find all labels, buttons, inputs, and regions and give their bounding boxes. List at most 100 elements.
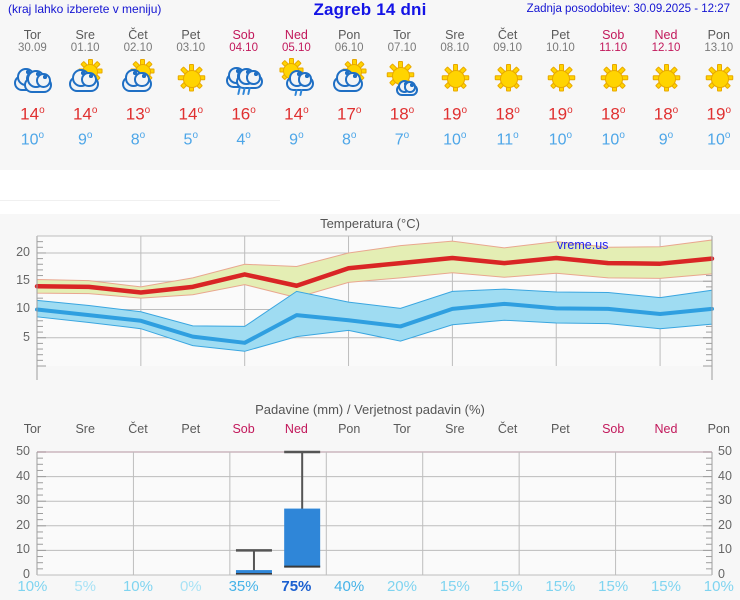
day-column[interactable]: Sre 08.10 19o 10o (428, 22, 481, 150)
temp-min: 11o (496, 129, 519, 148)
temp-y-tick: 20 (16, 244, 30, 259)
temp-max: 18o (389, 104, 415, 124)
temp-min: 10o (548, 129, 573, 148)
precip-probability: 0% (179, 578, 202, 595)
sunny-icon (640, 58, 693, 98)
precip-day-label: Tor (393, 422, 411, 436)
precip-probability: 15% (598, 578, 629, 595)
day-of-week: Tor (23, 28, 42, 42)
day-column[interactable]: Tor 07.10 18o 7o (376, 22, 429, 150)
temperature-chart-title: Temperatura (°C) (320, 216, 420, 231)
watermark: vreme.us (557, 238, 609, 252)
sunny-icon (534, 58, 587, 98)
top-bar: (kraj lahko izberete v meniju) Zagreb 14… (0, 0, 740, 22)
day-column[interactable]: Čet 09.10 18o 11o (481, 22, 534, 150)
day-column[interactable]: Pet 10.10 19o 10o (534, 22, 587, 150)
temp-max: 14o (178, 104, 204, 124)
day-column[interactable]: Pet 03.10 14o 5o (164, 22, 217, 150)
precipitation-plot (36, 450, 713, 576)
sun-rain-icon (270, 57, 323, 98)
temperature-chart: Temperatura (°C) 5 10 15 20 (0, 214, 740, 394)
precipitation-chart: Padavine (mm) / Verjetnost padavin (%) T… (0, 400, 740, 600)
cloudy-icon (6, 58, 59, 98)
day-column[interactable]: Tor 30.09 14o 10o (6, 22, 59, 150)
day-of-week: Pon (338, 28, 361, 42)
temp-min: 9o (658, 129, 674, 148)
day-date: 08.10 (440, 42, 470, 54)
sunny-icon (692, 58, 740, 98)
day-of-week: Čet (128, 28, 148, 42)
temp-max: 13o (125, 104, 151, 124)
day-column[interactable]: Čet 02.10 13o 8o (112, 22, 165, 150)
temp-min: 5o (183, 129, 199, 148)
day-date: 01.10 (70, 42, 100, 54)
day-of-week: Ned (284, 28, 308, 42)
precip-day-label: Čet (497, 422, 518, 436)
precip-probability: 35% (228, 578, 259, 595)
section-divider (0, 170, 740, 214)
precip-day-label: Ned (654, 422, 678, 436)
day-column[interactable]: Sre 01.10 14o 9o (59, 22, 112, 150)
precip-y-tick-right: 0 (718, 567, 725, 581)
temp-max: 14o (284, 104, 309, 124)
rain-shower-icon (217, 58, 270, 98)
page-title: Zagreb 14 dni (313, 0, 427, 19)
day-of-week: Sre (445, 28, 465, 42)
day-column[interactable]: Pon 13.10 19o 10o (692, 22, 740, 150)
temp-max: 19o (442, 104, 468, 124)
precip-y-tick-left: 30 (16, 493, 30, 508)
day-column[interactable]: Sob 11.10 18o 10o (587, 22, 640, 150)
day-date: 05.10 (282, 42, 311, 54)
temp-min: 8o (130, 129, 146, 148)
day-date: 12.10 (651, 42, 681, 54)
precip-probability: 10% (17, 578, 48, 595)
precip-day-label: Sob (232, 422, 255, 436)
day-column[interactable]: Ned 05.10 14o 9o (270, 22, 323, 150)
precip-probability: 10% (122, 578, 153, 595)
daily-forecast-strip: Tor 30.09 14o 10o Sre 01.10 14o 9o Čet 02.10 13… (0, 22, 740, 170)
precip-day-label: Pon (338, 422, 361, 436)
precip-probability: 20% (386, 578, 417, 595)
partly-sunny-icon (112, 58, 165, 98)
partly-sunny-icon (323, 58, 376, 98)
day-column[interactable]: Pon 06.10 17o 8o (323, 22, 376, 150)
day-date: 02.10 (123, 42, 153, 54)
day-date: 30.09 (18, 42, 47, 54)
temp-max: 16o (231, 104, 256, 124)
temp-max: 17o (336, 104, 362, 124)
precip-y-tick-left: 0 (23, 567, 30, 581)
day-date: 07.10 (387, 42, 417, 54)
day-date: 04.10 (229, 42, 258, 54)
precip-day-label: Čet (128, 422, 148, 436)
day-of-week: Sob (602, 28, 625, 42)
precip-day-label: Pet (551, 422, 570, 436)
day-of-week: Pet (181, 28, 201, 42)
precip-y-tick-right: 40 (718, 468, 732, 483)
sun-small-cloud-icon (376, 58, 429, 98)
temp-min: 10o (443, 129, 467, 148)
day-of-week: Čet (497, 28, 518, 42)
precip-y-tick-left: 50 (16, 444, 30, 458)
precip-y-tick-right: 20 (718, 517, 732, 532)
precip-probability: 15% (650, 578, 681, 595)
day-date: 06.10 (334, 42, 364, 54)
precip-y-tick-left: 20 (16, 517, 30, 532)
day-of-week: Tor (393, 28, 411, 42)
precip-probability: 15% (545, 578, 576, 595)
temp-max: 18o (495, 104, 520, 124)
day-column[interactable]: Sob 04.10 16o 4o (217, 22, 270, 150)
day-date: 09.10 (493, 42, 522, 54)
day-of-week: Sre (75, 28, 95, 42)
last-updated: Zadnja posodobitev: 30.09.2025 - 12:27 (526, 3, 730, 15)
temp-min: 10o (20, 129, 45, 148)
precip-day-label: Ned (284, 422, 308, 436)
precip-day-label: Sre (445, 422, 465, 436)
day-column[interactable]: Ned 12.10 18o 9o (640, 22, 693, 150)
sunny-icon (481, 58, 534, 98)
precip-probability: 40% (334, 578, 365, 595)
temp-max: 14o (72, 104, 98, 124)
temp-min: 4o (236, 129, 251, 148)
precip-probability: 15% (492, 578, 523, 595)
temp-max: 18o (600, 104, 626, 124)
